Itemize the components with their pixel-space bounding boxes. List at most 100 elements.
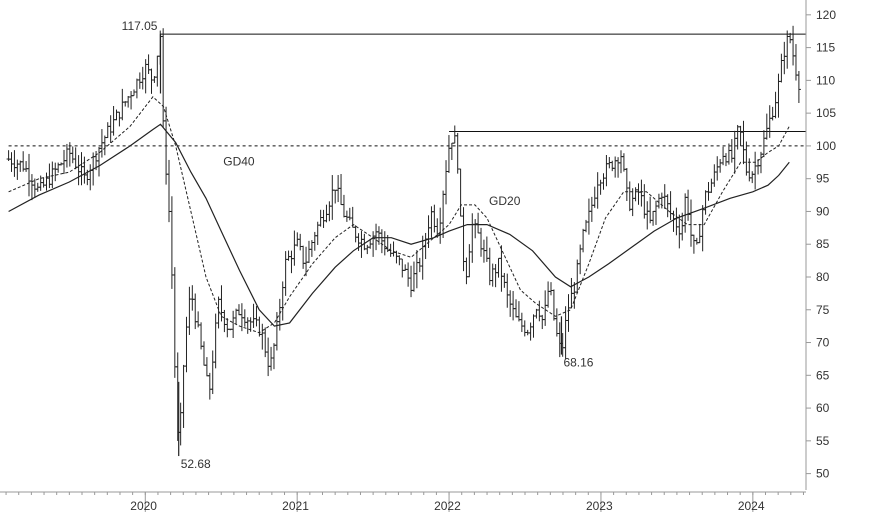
reference-lines xyxy=(8,33,806,147)
price-bar xyxy=(330,175,335,220)
moving-averages xyxy=(8,96,790,334)
price-bar xyxy=(99,129,104,158)
price-bar xyxy=(651,210,656,226)
moving-average-label: GD20 xyxy=(489,194,521,208)
price-annotation: 68.16 xyxy=(563,356,593,370)
annotations: 117.05 52.68 68.16 GD40 GD20 xyxy=(122,19,594,471)
price-bar xyxy=(718,159,723,173)
price-bar xyxy=(263,327,268,358)
price-bar xyxy=(50,161,55,189)
price-bar xyxy=(254,306,259,327)
moving-average-gd40 xyxy=(8,123,790,327)
price-bar xyxy=(111,106,116,136)
price-bar xyxy=(779,53,784,83)
price-bar xyxy=(199,322,204,350)
price-bar xyxy=(283,251,288,296)
price-bar xyxy=(131,89,136,97)
price-bar xyxy=(327,201,332,222)
y-tick-label: 50 xyxy=(816,467,830,481)
x-tick-label: 2021 xyxy=(282,499,309,513)
price-bar xyxy=(312,231,317,251)
price-bar xyxy=(155,55,160,87)
price-bar xyxy=(744,141,749,176)
price-bar xyxy=(642,184,647,219)
price-bar xyxy=(726,143,731,165)
price-bar xyxy=(190,285,195,311)
price-bar xyxy=(56,162,61,173)
price-bar xyxy=(796,71,801,104)
price-bar xyxy=(531,314,536,338)
price-bar xyxy=(659,192,664,209)
y-tick-label: 65 xyxy=(816,368,830,382)
price-bar xyxy=(537,300,542,322)
price-bar xyxy=(406,262,411,287)
price-bar xyxy=(741,120,746,165)
price-bar xyxy=(770,106,775,121)
price-bar xyxy=(242,309,247,327)
price-bar xyxy=(126,95,131,108)
price-bar xyxy=(458,168,463,217)
price-bar xyxy=(324,204,329,223)
price-bar xyxy=(236,304,241,316)
price-bar xyxy=(496,257,501,278)
price-bar xyxy=(487,247,492,286)
price-bar xyxy=(353,225,358,243)
price-bar xyxy=(481,239,486,263)
price-bar xyxy=(674,207,679,236)
price-bar xyxy=(120,88,125,121)
price-bar xyxy=(222,309,227,333)
price-bar xyxy=(619,150,624,174)
y-tick-label: 105 xyxy=(816,106,836,120)
price-bar xyxy=(470,213,475,263)
price-bar xyxy=(318,209,323,227)
price-bar xyxy=(204,357,209,377)
price-bar xyxy=(592,186,597,208)
price-bar xyxy=(732,130,737,174)
price-bar xyxy=(566,294,571,332)
price-bar xyxy=(344,210,349,222)
price-bar xyxy=(464,257,469,285)
price-bar xyxy=(549,282,554,296)
price-bar xyxy=(146,54,151,75)
price-bar xyxy=(181,364,186,428)
price-bar xyxy=(414,250,419,289)
price-bar xyxy=(62,149,67,175)
price-bar xyxy=(193,293,198,330)
price-bar xyxy=(53,162,58,182)
price-bar xyxy=(79,152,84,186)
price-bar xyxy=(598,179,603,195)
price-bar xyxy=(575,259,580,294)
price-bar xyxy=(172,267,177,378)
price-bar xyxy=(668,191,673,221)
price-bar xyxy=(29,174,34,201)
x-axis: 2020 2021 2022 2023 2024 xyxy=(0,491,806,513)
price-bar xyxy=(73,147,78,170)
price-bar xyxy=(595,172,600,209)
y-axis: 50 55 60 65 70 75 80 85 90 95 100 105 110 115 120 xyxy=(805,0,836,490)
price-bar xyxy=(269,346,274,371)
price-bar xyxy=(184,316,189,373)
price-bar xyxy=(187,286,192,335)
price-bar xyxy=(750,171,755,184)
price-bar xyxy=(339,174,344,206)
price-bar xyxy=(201,341,206,366)
price-bar xyxy=(758,151,763,174)
price-bar xyxy=(706,182,711,201)
price-bar xyxy=(391,241,396,257)
price-bar xyxy=(613,156,618,178)
price-bar xyxy=(350,206,355,228)
price-bar xyxy=(683,193,688,233)
price-bar xyxy=(516,301,521,322)
price-bar xyxy=(610,160,615,172)
price-bar xyxy=(709,178,714,193)
price-bar xyxy=(129,91,134,110)
price-bar xyxy=(554,308,559,337)
price-bar xyxy=(411,261,416,292)
price-bar xyxy=(114,109,119,121)
y-tick-label: 90 xyxy=(816,204,830,218)
price-bar xyxy=(251,303,256,328)
price-bar xyxy=(522,320,527,337)
price-bar xyxy=(21,151,26,172)
y-tick-label: 60 xyxy=(816,401,830,415)
price-bar xyxy=(286,250,291,261)
